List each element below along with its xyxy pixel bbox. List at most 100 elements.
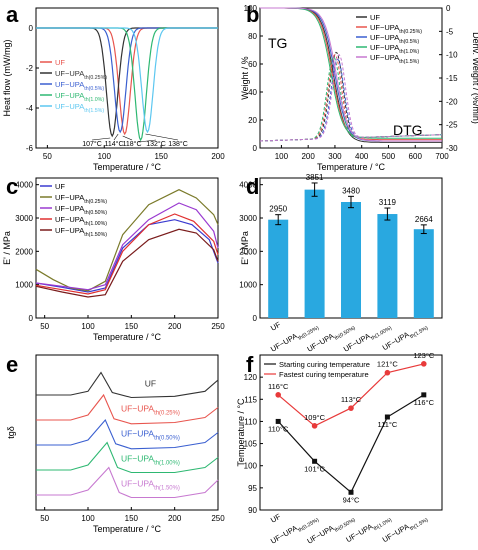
x-tick-label: 250 bbox=[211, 514, 225, 523]
y-tick-label: 80 bbox=[248, 32, 257, 41]
y-tick-label: 3000 bbox=[15, 214, 33, 223]
data-label: 94°C bbox=[343, 495, 360, 504]
legend: UFUF−UPAth(0.25%)UF−UPAth(0.5%)UF−UPAth(… bbox=[356, 13, 422, 65]
data-label: 123°C bbox=[413, 351, 435, 360]
tg-label: TG bbox=[268, 35, 287, 51]
plot-frame bbox=[259, 354, 443, 511]
panel-letter-e: e bbox=[6, 352, 18, 377]
y-tick-label: -2 bbox=[26, 64, 34, 73]
series-line bbox=[36, 371, 219, 399]
tg-curve bbox=[260, 7, 442, 141]
category-label: UF bbox=[269, 512, 283, 525]
panel-letter-f: f bbox=[246, 352, 254, 377]
series-label: UF−UPAth(1.50%) bbox=[121, 478, 180, 491]
x-tick-label: 100 bbox=[81, 322, 95, 331]
y-tick-label: -4 bbox=[26, 104, 34, 113]
x-tick-label: 200 bbox=[168, 514, 182, 523]
bar bbox=[268, 219, 289, 318]
x-tick-label: 200 bbox=[301, 152, 315, 161]
legend: UFUF−UPAth(0.25%)UF−UPAth(0.50%)UF−UPAth… bbox=[40, 182, 107, 238]
x-tick-label: 150 bbox=[154, 152, 168, 161]
panel-letter-a: a bbox=[6, 2, 19, 27]
data-point bbox=[311, 423, 318, 429]
x-tick-label: 600 bbox=[409, 152, 423, 161]
peak-annotation: 114°C bbox=[104, 140, 123, 148]
data-point bbox=[348, 489, 354, 495]
dtg-label: DTG bbox=[393, 122, 423, 138]
legend-entry: UF bbox=[370, 13, 380, 22]
bar bbox=[341, 202, 361, 318]
y-axis-label: tgδ bbox=[6, 426, 16, 439]
series-line bbox=[35, 219, 219, 293]
y-tick-label: -25 bbox=[446, 121, 458, 130]
panel-c-modulus-chart: 50 100 150 200 250 0 1000 2000 3000 4000 Temperatu… bbox=[2, 177, 225, 342]
bar bbox=[304, 189, 325, 318]
dtg-curve bbox=[260, 54, 442, 142]
data-label: 101°C bbox=[304, 464, 326, 473]
y-tick-label: -6 bbox=[26, 144, 34, 153]
series-line bbox=[36, 441, 219, 474]
x-axis-label: Temperature / °C bbox=[93, 524, 162, 534]
series-line bbox=[36, 27, 218, 134]
tg-curve bbox=[260, 7, 442, 139]
panel-b-tga-chart: 100 200 300 400 500 600 700 0 20 40 60 80 100 0 -5 -10 -… bbox=[240, 4, 478, 172]
data-point bbox=[275, 418, 281, 424]
annotation-leader bbox=[91, 137, 111, 141]
series-label: UF−UPAth(0.25%) bbox=[121, 403, 180, 416]
x-tick-label: 100 bbox=[98, 152, 112, 161]
y-tick-label: -10 bbox=[446, 51, 458, 60]
data-point bbox=[421, 392, 427, 398]
bar bbox=[413, 229, 434, 318]
legend-entry: UF bbox=[55, 58, 65, 67]
annotation-leader bbox=[122, 135, 133, 141]
y-tick-label: 0 bbox=[253, 314, 258, 323]
y-tick-label: 60 bbox=[248, 60, 257, 69]
data-label: 110°C bbox=[268, 424, 289, 433]
annotation-leader bbox=[138, 139, 157, 143]
x-tick-label: 700 bbox=[435, 152, 449, 161]
data-point bbox=[312, 458, 318, 464]
data-point bbox=[384, 369, 391, 376]
data-point bbox=[421, 361, 427, 367]
y-axis-label: E' / MPa bbox=[240, 231, 250, 265]
data-label: 111°C bbox=[377, 420, 397, 429]
data-label: 3480 bbox=[342, 186, 360, 195]
y-tick-label: 0 bbox=[29, 24, 34, 33]
y-tick-label: 100 bbox=[244, 4, 258, 13]
data-label: 2664 bbox=[415, 215, 433, 224]
data-label: 121°C bbox=[377, 360, 399, 369]
data-label: 116°C bbox=[268, 382, 289, 391]
y-tick-label: 120 bbox=[244, 373, 258, 382]
x-tick-label: 400 bbox=[355, 152, 369, 161]
panel-letter-b: b bbox=[246, 2, 259, 27]
panel-letter-d: d bbox=[246, 174, 259, 199]
panel-e-tan-delta-chart: 50 100 150 200 250 Temperature / °C tgδ UF UF−UP… bbox=[6, 354, 225, 534]
x-tick-label: 300 bbox=[328, 152, 342, 161]
peak-annotation: 132°C bbox=[146, 140, 166, 148]
data-point bbox=[275, 392, 282, 398]
y-tick-label: 4000 bbox=[239, 181, 257, 190]
x-tick-label: 150 bbox=[125, 322, 139, 331]
annotation-leader bbox=[145, 133, 179, 141]
y-tick-label: 3000 bbox=[239, 214, 257, 223]
data-label: 113°C bbox=[341, 395, 362, 404]
peak-annotation: 107°C bbox=[82, 140, 102, 148]
x-axis-label: Temperature / °C bbox=[93, 332, 162, 342]
y-tick-label: 0 bbox=[253, 144, 258, 153]
x-tick-label: 50 bbox=[40, 322, 49, 331]
y-tick-label: 100 bbox=[244, 462, 258, 471]
data-label: 109°C bbox=[304, 413, 326, 422]
data-label: 3851 bbox=[306, 173, 324, 182]
y-axis-label: E' / MPa bbox=[2, 231, 12, 265]
y-tick-label: 0 bbox=[29, 314, 34, 323]
peak-annotation: 138°C bbox=[168, 140, 188, 148]
data-label: 3119 bbox=[379, 198, 397, 207]
legend-entry: Fastest curing temperature bbox=[279, 370, 369, 379]
y-tick-label: 1000 bbox=[239, 281, 257, 290]
y-tick-label: -30 bbox=[446, 144, 458, 153]
legend: UFUF−UPAth(0.25%)UF−UPAth(0.5%)UF−UPAth(… bbox=[40, 58, 107, 114]
y-axis-label: Heat flow (mW/mg) bbox=[2, 39, 12, 116]
y-tick-label: 110 bbox=[244, 417, 257, 426]
y-tick-label: 105 bbox=[244, 440, 258, 449]
